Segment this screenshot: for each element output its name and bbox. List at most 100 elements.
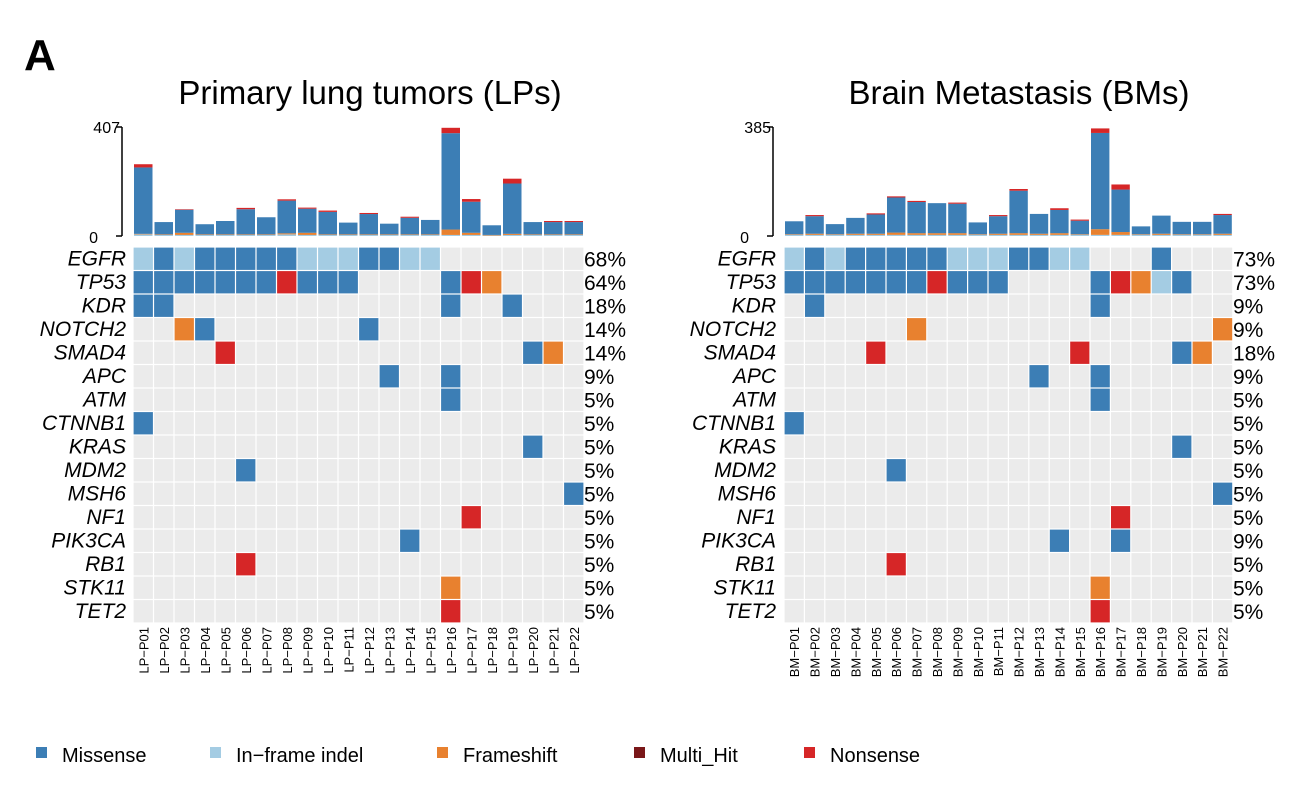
empty-cell — [277, 459, 297, 482]
empty-cell — [1009, 271, 1029, 294]
empty-cell — [866, 294, 886, 317]
empty-cell — [379, 388, 399, 411]
empty-cell — [338, 435, 358, 458]
mutation-cell-missense — [154, 271, 174, 294]
empty-cell — [1111, 553, 1131, 576]
empty-cell — [420, 506, 440, 529]
mutation-cell-missense — [784, 271, 804, 294]
empty-cell — [195, 365, 215, 388]
tmb-bar-segment-frameshift — [785, 234, 804, 235]
empty-cell — [1029, 341, 1049, 364]
tmb-bar-segment-nonsense — [1111, 184, 1130, 190]
tmb-bar-segment-nonsense — [298, 207, 317, 209]
panel-title: Primary lung tumors (LPs) — [178, 74, 561, 111]
empty-cell — [968, 294, 988, 317]
empty-cell — [988, 294, 1008, 317]
empty-cell — [379, 529, 399, 552]
empty-cell — [866, 459, 886, 482]
empty-cell — [784, 459, 804, 482]
empty-cell — [1070, 482, 1090, 505]
empty-cell — [907, 529, 927, 552]
empty-cell — [1131, 600, 1151, 623]
empty-cell — [845, 506, 865, 529]
empty-cell — [359, 553, 379, 576]
empty-cell — [1131, 247, 1151, 270]
empty-cell — [297, 482, 317, 505]
empty-cell — [1090, 318, 1110, 341]
empty-cell — [1049, 600, 1069, 623]
empty-cell — [886, 576, 906, 599]
empty-cell — [482, 412, 502, 435]
empty-cell — [947, 529, 967, 552]
tmb-bar-segment-frameshift — [1152, 233, 1171, 235]
empty-cell — [805, 553, 825, 576]
empty-cell — [523, 318, 543, 341]
tmb-bar-segment-missense — [866, 214, 885, 234]
empty-cell — [379, 600, 399, 623]
empty-cell — [564, 506, 584, 529]
empty-cell — [543, 435, 563, 458]
empty-cell — [277, 341, 297, 364]
empty-cell — [988, 412, 1008, 435]
empty-cell — [1090, 341, 1110, 364]
tmb-bar-segment-frameshift — [257, 234, 276, 235]
tmb-bar-segment-missense — [805, 216, 824, 234]
mutation-cell-missense — [1213, 482, 1233, 505]
mutation-cell-missense — [359, 318, 379, 341]
empty-cell — [927, 600, 947, 623]
empty-cell — [1172, 529, 1192, 552]
empty-cell — [256, 529, 276, 552]
tmb-bar-segment-missense — [825, 224, 845, 235]
empty-cell — [543, 482, 563, 505]
tmb-bar-segment-missense — [154, 222, 173, 235]
empty-cell — [564, 388, 584, 411]
empty-cell — [236, 341, 256, 364]
gene-label: STK11 — [63, 577, 126, 600]
empty-cell — [420, 318, 440, 341]
empty-cell — [359, 388, 379, 411]
empty-cell — [523, 412, 543, 435]
empty-cell — [825, 459, 845, 482]
empty-cell — [277, 412, 297, 435]
empty-cell — [154, 412, 174, 435]
empty-cell — [1009, 365, 1029, 388]
empty-cell — [400, 318, 420, 341]
tmb-bar-segment-frameshift — [805, 233, 824, 235]
empty-cell — [441, 459, 461, 482]
mutation-cell-inframeindel — [947, 247, 967, 270]
empty-cell — [461, 482, 481, 505]
tmb-bar-segment-missense — [257, 217, 276, 235]
sample-label: LP−P16 — [444, 627, 459, 674]
tmb-bar-segment-frameshift — [564, 234, 583, 235]
gene-label: CTNNB1 — [42, 412, 126, 435]
tmb-bar-segment-nonsense — [989, 215, 1008, 217]
empty-cell — [825, 341, 845, 364]
empty-cell — [256, 482, 276, 505]
tmb-bar-segment-missense — [927, 203, 947, 234]
gene-label: RB1 — [735, 553, 776, 576]
empty-cell — [947, 600, 967, 623]
tmb-bar-segment-missense — [564, 222, 583, 235]
empty-cell — [564, 435, 584, 458]
empty-cell — [927, 553, 947, 576]
empty-cell — [133, 529, 153, 552]
empty-cell — [1213, 529, 1233, 552]
tmb-bar-segment-frameshift — [846, 233, 865, 235]
empty-cell — [1029, 318, 1049, 341]
empty-cell — [359, 482, 379, 505]
tmb-bar-segment-missense — [298, 208, 317, 233]
empty-cell — [133, 318, 153, 341]
mutation-cell-missense — [1090, 294, 1110, 317]
tmb-bar-segment-inframeindel — [462, 234, 481, 236]
tmb-bar-segment-inframeindel — [175, 234, 194, 236]
empty-cell — [886, 365, 906, 388]
empty-cell — [420, 365, 440, 388]
gene-label: KDR — [82, 295, 126, 318]
mutation-cell-nonsense — [1111, 506, 1131, 529]
mutation-cell-missense — [886, 271, 906, 294]
empty-cell — [318, 529, 338, 552]
empty-cell — [886, 600, 906, 623]
empty-cell — [947, 459, 967, 482]
tmb-bar-segment-missense — [1009, 190, 1028, 234]
empty-cell — [825, 576, 845, 599]
